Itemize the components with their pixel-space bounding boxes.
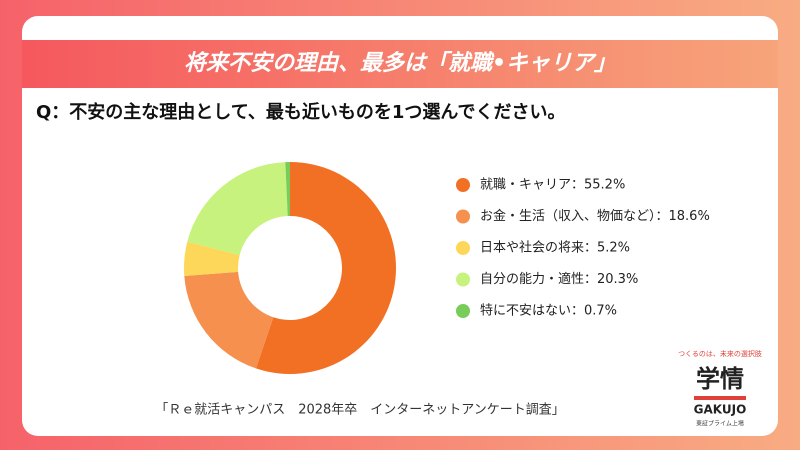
legend-label: 日本や社会の将来：5.2% [480, 240, 630, 256]
legend-label: お金・生活（収入、物価など）：18.6% [480, 208, 710, 224]
logo-roman: GAKUJO [694, 403, 747, 417]
logo-rule [694, 396, 746, 400]
logo-name: 学情 [696, 365, 744, 393]
legend-swatch [456, 241, 470, 255]
donut-segment [285, 162, 290, 217]
legend-label: 特に不安はない：0.7% [480, 304, 617, 319]
legend-swatch [456, 209, 470, 224]
donut-segment [255, 162, 397, 374]
source: 「Ｒｅ就活キャンパス 2028年卒 インターネットアンケート調査」 [155, 403, 565, 418]
donut-segment [184, 271, 274, 369]
title-bar [22, 40, 778, 88]
donut-segment [184, 241, 240, 276]
logo-tagline: つくるのは、未来の選択肢 [678, 349, 762, 358]
legend-swatch [456, 304, 470, 318]
legend-swatch [456, 272, 470, 287]
legend-label: 就職・キャリア：55.2% [480, 178, 625, 193]
legend-label: 自分の能力・適性：20.3% [480, 271, 638, 287]
logo: つくるのは、未来の選択肢 学情 GAKUJO 東証プライム上場 [678, 349, 762, 428]
donut-segment [187, 162, 288, 256]
question: Q：不安の主な理由として、最も近いものを1つ選んでください。 [36, 101, 565, 123]
legend-swatch [456, 178, 470, 192]
logo-note: 東証プライム上場 [696, 420, 744, 428]
chart-title: 将来不安の理由、最多は「就職•キャリア」 [184, 50, 616, 76]
